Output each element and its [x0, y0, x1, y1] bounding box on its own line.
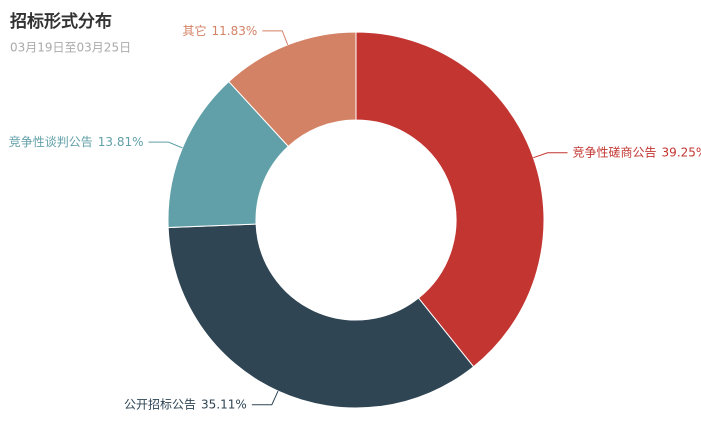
label-line — [262, 30, 289, 46]
slice-name: 公开招标公告 — [124, 397, 196, 411]
label-line — [533, 152, 568, 159]
slice-value: 13.81% — [98, 135, 144, 149]
slice-value: 11.83% — [212, 23, 258, 37]
chart-subtitle: 03月19日至03月25日 — [10, 41, 131, 55]
slice-value: 39.25% — [662, 145, 701, 159]
label-line — [148, 141, 183, 149]
slice-label: 竞争性谈判公告 13.81% — [9, 135, 144, 149]
slice-value: 35.11% — [201, 397, 247, 411]
slice-label: 竞争性磋商公告 39.25% — [573, 144, 701, 159]
pie-slice — [228, 31, 357, 148]
slice-name: 竞争性谈判公告 — [9, 135, 93, 149]
label-line — [251, 390, 279, 406]
slice-name: 竞争性磋商公告 — [573, 144, 657, 159]
slice-label: 公开招标公告 35.11% — [124, 397, 247, 411]
slice-label: 其它 11.83% — [182, 22, 257, 37]
pie-slice — [355, 31, 545, 368]
pie-slice — [167, 223, 475, 409]
chart-title: 招标形式分布 — [10, 11, 112, 32]
slice-name: 其它 — [182, 22, 206, 37]
